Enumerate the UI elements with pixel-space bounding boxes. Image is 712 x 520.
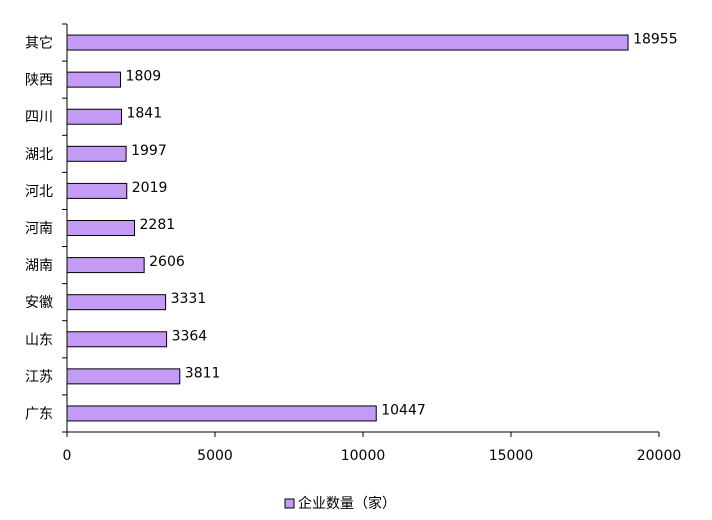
- category-label: 河南: [25, 221, 53, 237]
- bar: [66, 294, 167, 311]
- category-label: 四川: [25, 110, 53, 126]
- bar: [66, 331, 168, 348]
- bar: [66, 182, 128, 199]
- legend-swatch: [284, 498, 295, 509]
- data-label: 1841: [126, 106, 162, 122]
- category-label: 湖北: [25, 147, 53, 163]
- category-label: 湖南: [25, 258, 53, 274]
- data-label: 2281: [140, 217, 176, 233]
- bar: [66, 405, 377, 422]
- data-label: 3331: [171, 291, 207, 307]
- category-label: 广东: [25, 406, 53, 422]
- legend-label: 企业数量（家）: [298, 495, 396, 512]
- category-label: 河北: [25, 184, 53, 200]
- bar: [66, 108, 122, 125]
- bar: [66, 257, 145, 274]
- data-label: 2606: [149, 254, 185, 270]
- data-label: 10447: [381, 402, 426, 418]
- category-label: 山东: [25, 332, 53, 348]
- bar: [66, 368, 181, 385]
- bar: [66, 34, 629, 51]
- bar: [66, 71, 122, 88]
- category-label: 其它: [25, 35, 53, 52]
- x-tick-label: 20000: [637, 448, 682, 464]
- data-label: 3364: [172, 328, 208, 344]
- x-tick-label: 5000: [197, 448, 233, 464]
- legend: 企业数量（家）: [284, 495, 396, 512]
- data-label: 1809: [126, 69, 162, 85]
- category-label: 安徽: [25, 295, 53, 311]
- x-tick-label: 10000: [341, 448, 386, 464]
- category-label: 陕西: [25, 73, 53, 89]
- data-label: 2019: [132, 180, 168, 196]
- bar: [66, 145, 127, 162]
- category-label: 江苏: [25, 369, 53, 385]
- data-label: 1997: [131, 143, 167, 159]
- data-label: 18955: [633, 32, 678, 48]
- data-label: 3811: [185, 365, 221, 381]
- x-tick-label: 0: [63, 448, 72, 464]
- x-tick-label: 15000: [489, 448, 534, 464]
- plot-area: 0 5000 10000 15000 20000 其它 18955 陕西 1809 四川 1841 湖…: [25, 23, 682, 464]
- bar: [66, 220, 136, 236]
